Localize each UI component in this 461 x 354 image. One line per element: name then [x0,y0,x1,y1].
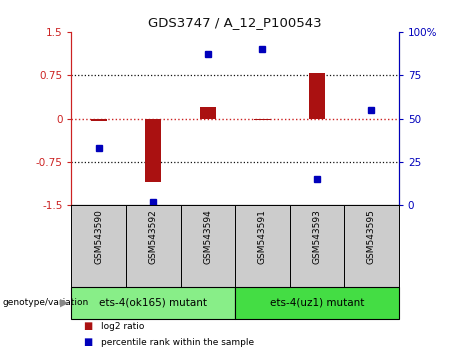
Text: ets-4(uz1) mutant: ets-4(uz1) mutant [270,298,364,308]
Bar [344,205,399,287]
Bar [90,119,107,121]
Bar [235,205,290,287]
Text: GSM543591: GSM543591 [258,209,267,264]
Text: percentile rank within the sample: percentile rank within the sample [101,338,254,347]
Text: GSM543593: GSM543593 [313,209,321,264]
Text: GSM543595: GSM543595 [367,209,376,264]
Bar [71,205,126,287]
Text: GSM543594: GSM543594 [203,209,213,264]
Text: GSM543592: GSM543592 [149,209,158,264]
Text: ■: ■ [83,337,92,347]
Bar [200,107,216,119]
Text: GSM543590: GSM543590 [94,209,103,264]
Text: genotype/variation: genotype/variation [2,298,89,307]
Text: ▶: ▶ [60,298,68,308]
Bar [309,74,325,119]
Bar [71,287,235,319]
Text: log2 ratio: log2 ratio [101,322,145,331]
Bar [126,205,181,287]
Bar [181,205,235,287]
Bar [235,287,399,319]
Bar [145,119,161,182]
Bar [290,205,344,287]
Title: GDS3747 / A_12_P100543: GDS3747 / A_12_P100543 [148,16,322,29]
Text: ■: ■ [83,321,92,331]
Bar [254,119,271,120]
Text: ets-4(ok165) mutant: ets-4(ok165) mutant [99,298,207,308]
